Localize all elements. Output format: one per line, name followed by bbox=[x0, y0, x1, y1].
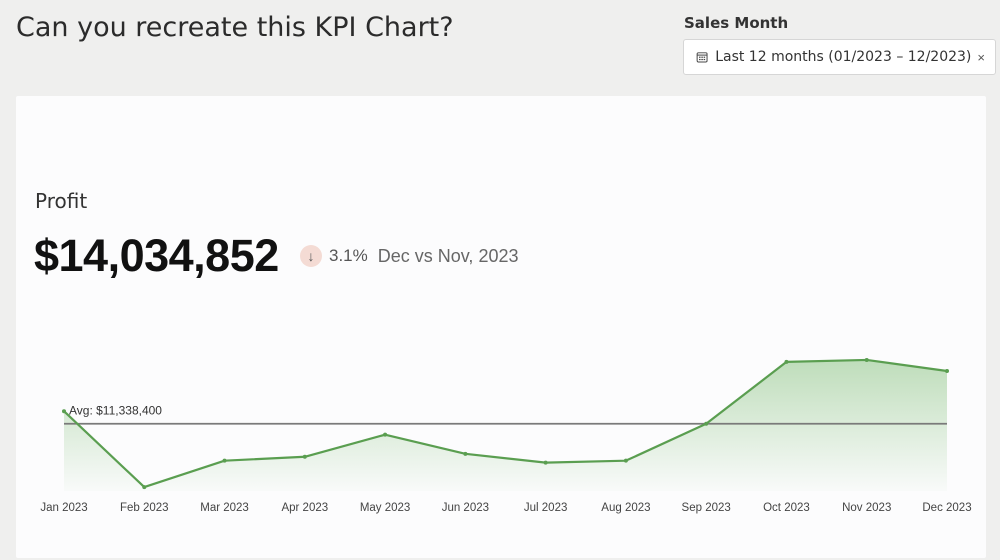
x-tick-label: Jan 2023 bbox=[40, 502, 87, 514]
profit-area-fill bbox=[64, 359, 947, 491]
data-point bbox=[302, 454, 307, 459]
data-point bbox=[222, 458, 227, 463]
x-tick-label: Oct 2023 bbox=[763, 502, 810, 514]
delta-percent: 3.1% bbox=[329, 246, 368, 265]
x-tick-label: Jul 2023 bbox=[524, 502, 567, 514]
x-tick-label: Mar 2023 bbox=[200, 502, 249, 514]
x-tick-label: Aug 2023 bbox=[601, 502, 650, 514]
data-point bbox=[62, 409, 66, 414]
data-point bbox=[543, 460, 548, 465]
arrow-down-icon: ↓ bbox=[300, 245, 322, 267]
kpi-label: Profit bbox=[35, 189, 88, 213]
x-tick-label: Apr 2023 bbox=[281, 502, 328, 514]
data-point bbox=[945, 369, 949, 374]
average-label: Avg: $11,338,400 bbox=[69, 404, 162, 418]
data-point bbox=[784, 359, 789, 364]
data-point bbox=[463, 451, 468, 456]
sales-month-filter[interactable]: Last 12 months (01/2023 – 12/2023) × bbox=[683, 39, 996, 75]
calendar-icon bbox=[696, 52, 708, 63]
sales-month-filter-label: Sales Month bbox=[684, 14, 789, 32]
data-point bbox=[864, 357, 869, 362]
x-tick-label: May 2023 bbox=[360, 502, 411, 514]
kpi-delta: ↓ 3.1% Dec vs Nov, 2023 bbox=[300, 245, 518, 267]
data-point bbox=[142, 485, 147, 490]
kpi-card: Profit $14,034,852 ↓ 3.1% Dec vs Nov, 20… bbox=[16, 96, 986, 558]
kpi-value: $14,034,852 bbox=[34, 230, 279, 281]
x-tick-label: Jun 2023 bbox=[442, 502, 489, 514]
x-tick-label: Dec 2023 bbox=[922, 502, 971, 514]
data-point bbox=[623, 458, 628, 463]
page-title: Can you recreate this KPI Chart? bbox=[16, 12, 454, 43]
x-tick-label: Sep 2023 bbox=[682, 502, 731, 514]
sales-month-filter-value: Last 12 months (01/2023 – 12/2023) bbox=[715, 49, 972, 65]
x-tick-label: Feb 2023 bbox=[120, 502, 169, 514]
profit-series-line bbox=[63, 358, 948, 489]
data-point bbox=[383, 432, 388, 437]
clear-filter-icon[interactable]: × bbox=[977, 49, 985, 65]
x-tick-label: Nov 2023 bbox=[842, 502, 891, 514]
delta-period: Dec vs Nov, 2023 bbox=[377, 245, 519, 266]
profit-area-chart: Avg: $11,338,400 Jan 2023 Feb 2023 Mar 2023… bbox=[40, 357, 972, 514]
data-point bbox=[704, 421, 709, 426]
